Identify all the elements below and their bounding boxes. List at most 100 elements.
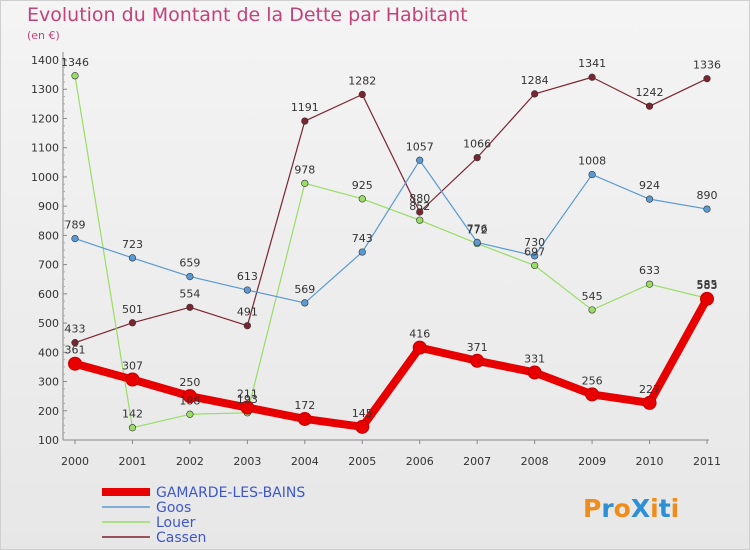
data-point	[531, 252, 539, 260]
data-point	[71, 339, 79, 347]
data-label: 723	[122, 238, 143, 251]
logo-letter: P	[583, 494, 601, 523]
x-tick-label: 2006	[406, 455, 434, 468]
y-tick-label: 700	[38, 259, 59, 272]
data-point	[588, 170, 596, 179]
series-line	[74, 76, 708, 344]
y-tick-label: 1200	[31, 112, 59, 125]
chart-axes: 100 200 300 400 500 600 700 800 900 1000 1100 1200 1…	[31, 52, 721, 468]
y-tick-label: 100	[38, 434, 59, 447]
x-tick-label: 2010	[636, 455, 664, 468]
logo-letter: i	[650, 494, 659, 523]
data-point	[473, 154, 481, 162]
data-label: 545	[582, 290, 603, 303]
data-point	[588, 73, 596, 81]
data-label: 211	[237, 388, 258, 401]
data-point	[703, 205, 711, 213]
data-label: 697	[524, 245, 545, 258]
x-tick-label: 2009	[578, 455, 606, 468]
data-point	[68, 356, 82, 371]
y-tick-label: 1100	[31, 142, 59, 155]
data-point	[71, 235, 79, 243]
proxiti-logo: ProXiti	[583, 494, 679, 523]
data-point	[412, 340, 427, 355]
y-tick-label: 800	[38, 229, 59, 242]
data-label: 585	[697, 278, 718, 291]
y-tick-label: 300	[38, 376, 59, 389]
logo-letter: X	[631, 494, 650, 523]
data-label: 583	[697, 279, 718, 292]
data-point	[301, 299, 309, 307]
data-point	[645, 102, 654, 110]
data-label: 1336	[693, 59, 721, 72]
data-label: 1242	[636, 86, 664, 99]
data-point	[128, 254, 137, 262]
data-label: 1066	[463, 138, 491, 151]
series-lines	[71, 75, 711, 431]
data-label: 250	[179, 376, 200, 389]
series-line	[74, 159, 708, 304]
data-point	[182, 389, 197, 404]
logo-letter: t	[659, 494, 671, 523]
data-label: 1346	[61, 56, 89, 69]
data-label: 172	[294, 399, 315, 412]
data-point	[297, 411, 312, 426]
data-point	[243, 322, 251, 330]
chart-unit-label: (en €)	[27, 29, 60, 42]
data-point	[240, 400, 255, 415]
data-label: 1057	[406, 140, 434, 153]
data-label: 925	[352, 179, 373, 192]
data-label: 978	[294, 163, 315, 176]
legend-label: Cassen	[156, 530, 206, 546]
data-label: 1008	[578, 155, 606, 168]
data-label: 789	[65, 219, 86, 232]
x-tick-label: 2008	[521, 455, 549, 468]
x-tick-label: 2007	[463, 455, 491, 468]
data-label: 776	[467, 222, 488, 235]
data-point	[645, 280, 654, 288]
data-point	[186, 303, 194, 311]
data-label: 416	[409, 328, 430, 341]
legend-label: Goos	[156, 500, 191, 516]
logo-letter: i	[671, 494, 680, 523]
data-point	[645, 195, 654, 203]
y-tick-label: 600	[38, 288, 59, 301]
chart-title: Evolution du Montant de la Dette par Hab…	[27, 4, 468, 26]
data-label: 1284	[521, 74, 549, 87]
data-point	[416, 208, 424, 216]
data-point	[700, 291, 714, 306]
data-label: 772	[467, 224, 488, 237]
y-tick-label: 1300	[31, 83, 59, 96]
legend-label: GAMARDE-LES-BAINS	[156, 485, 305, 501]
data-label: 890	[697, 189, 718, 202]
data-label: 880	[409, 192, 430, 205]
x-tick-label: 2000	[61, 455, 89, 468]
series-points	[68, 72, 714, 434]
data-label: 433	[65, 323, 86, 336]
data-label: 852	[409, 200, 430, 213]
data-point	[301, 117, 309, 125]
data-point	[588, 306, 596, 314]
y-tick-label: 200	[38, 405, 59, 418]
data-label: 613	[237, 270, 258, 283]
y-tick-label: 500	[38, 317, 59, 330]
y-tick-label: 1000	[31, 171, 59, 184]
data-label: 569	[294, 283, 315, 296]
data-label: 924	[639, 179, 660, 192]
data-point	[186, 410, 194, 418]
data-point	[531, 90, 539, 98]
logo-letter: o	[614, 494, 631, 523]
data-label: 371	[467, 341, 488, 354]
data-label: 361	[65, 344, 86, 357]
x-tick-label: 2004	[291, 455, 319, 468]
logo-letter: r	[601, 494, 614, 523]
data-point	[585, 387, 600, 402]
y-tick-label: 1400	[31, 54, 59, 67]
x-tick-label: 2002	[176, 455, 204, 468]
data-point	[358, 248, 366, 256]
data-point	[301, 179, 309, 187]
x-tick-label: 2003	[233, 455, 261, 468]
data-label: 491	[237, 306, 258, 319]
